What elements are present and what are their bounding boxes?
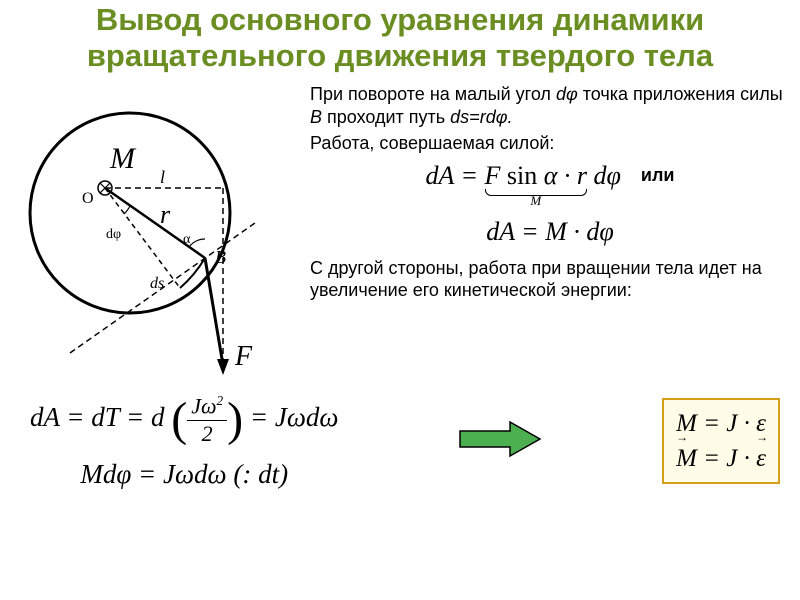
label-r: r bbox=[160, 200, 171, 229]
page-title: Вывод основного уравнения динамики враща… bbox=[0, 0, 800, 83]
vec-M: M bbox=[676, 441, 697, 476]
formula-1-row: dA = F sin α · rM dφ или bbox=[310, 161, 790, 191]
paragraph-1: При повороте на малый угол dφ точка прил… bbox=[310, 83, 790, 128]
paragraph-3: С другой стороны, работа при вращении те… bbox=[310, 257, 790, 302]
f3-left: dA = dT = d bbox=[30, 402, 164, 432]
p1-a: При повороте на малый угол bbox=[310, 84, 556, 104]
label-l: l bbox=[160, 167, 165, 187]
f3-sup: 2 bbox=[217, 393, 224, 408]
label-M: M bbox=[109, 142, 137, 175]
f3-num: Jω bbox=[191, 394, 216, 419]
f3-right: = Jωdω bbox=[250, 402, 339, 432]
formula-4: Mdφ = Jωdω (: dt) bbox=[30, 459, 338, 490]
formula-3: dA = dT = d (Jω22) = Jωdω bbox=[30, 393, 338, 446]
content-row: O M l r dφ ds B α bbox=[0, 83, 800, 383]
formula-2: dA = M · dφ bbox=[310, 217, 790, 247]
result-line-2: M = J · ε bbox=[676, 441, 766, 476]
or-label: или bbox=[641, 165, 675, 186]
label-O: O bbox=[82, 190, 94, 207]
label-dphi: dφ bbox=[106, 227, 121, 242]
label-alpha: α bbox=[183, 232, 191, 247]
result-line-1: M = J · ε bbox=[676, 406, 766, 441]
p1-b: dφ bbox=[556, 84, 578, 104]
brace-M: M bbox=[485, 193, 588, 209]
p1-c: точка приложения силы bbox=[578, 84, 783, 104]
r2-mid: = J · bbox=[697, 445, 756, 472]
label-F: F bbox=[234, 341, 253, 372]
label-ds: ds bbox=[150, 275, 164, 292]
bottom-area: dA = dT = d (Jω22) = Jωdω Mdφ = Jωdω (: … bbox=[0, 383, 800, 489]
p1-d: B bbox=[310, 107, 322, 127]
p1-f: ds=rdφ. bbox=[450, 107, 512, 127]
arrow-icon bbox=[455, 419, 545, 464]
formula-block-left: dA = dT = d (Jω22) = Jωdω Mdφ = Jωdω (: … bbox=[30, 393, 338, 489]
result-box: M = J · ε M = J · ε bbox=[662, 398, 780, 484]
text-area: При повороте на малый угол dφ точка прил… bbox=[300, 83, 790, 383]
vec-eps: ε bbox=[756, 441, 766, 476]
diagram: O M l r dφ ds B α bbox=[10, 83, 300, 383]
p1-e: проходит путь bbox=[322, 107, 450, 127]
f3-den: 2 bbox=[187, 421, 227, 447]
formula-1: dA = F sin α · rM dφ bbox=[426, 161, 621, 191]
label-B: B bbox=[215, 247, 226, 267]
paragraph-2: Работа, совершаемая силой: bbox=[310, 132, 790, 155]
